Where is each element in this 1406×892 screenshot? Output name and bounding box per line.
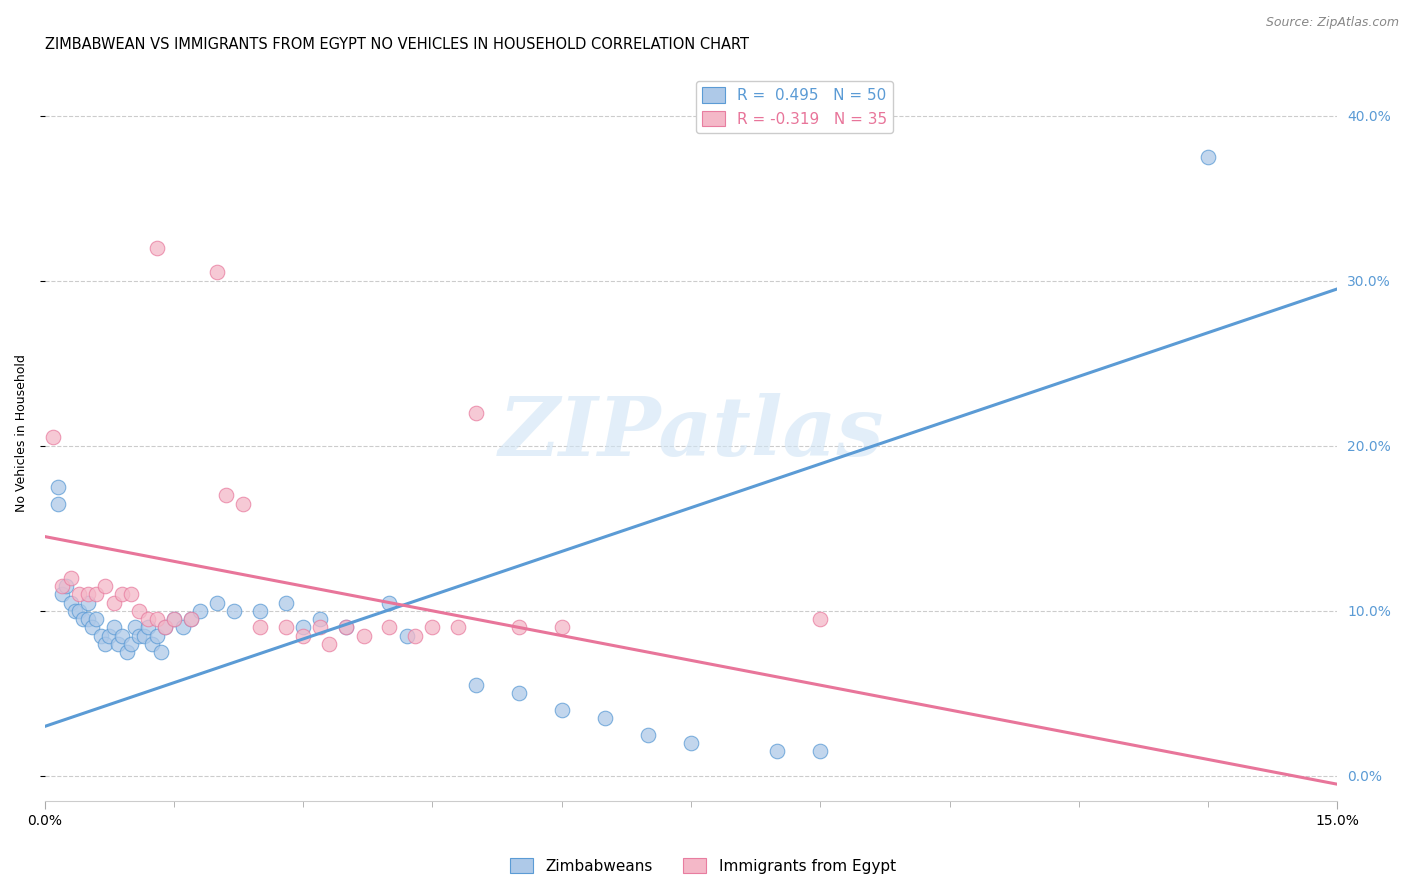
Point: [551, 703, 574, 717]
Point: [120, 587, 142, 601]
Point: [42, 430, 65, 444]
Point: [335, 620, 357, 634]
Point: [94, 637, 117, 651]
Point: [249, 620, 271, 634]
Point: [128, 604, 150, 618]
Point: [378, 596, 401, 610]
Point: [132, 629, 155, 643]
Point: [46, 496, 69, 510]
Point: [67, 587, 90, 601]
Point: [447, 620, 470, 634]
Point: [103, 596, 125, 610]
Point: [150, 645, 173, 659]
Legend: R =  0.495   N = 50, R = -0.319   N = 35: R = 0.495 N = 50, R = -0.319 N = 35: [696, 81, 893, 133]
Point: [679, 736, 702, 750]
Point: [72, 612, 94, 626]
Point: [155, 620, 177, 634]
Point: [120, 637, 142, 651]
Legend: Zimbabweans, Immigrants from Egypt: Zimbabweans, Immigrants from Egypt: [505, 852, 901, 880]
Point: [309, 620, 332, 634]
Point: [249, 604, 271, 618]
Point: [205, 265, 228, 279]
Point: [172, 620, 194, 634]
Point: [86, 587, 108, 601]
Point: [155, 620, 177, 634]
Point: [51, 587, 73, 601]
Point: [86, 612, 108, 626]
Point: [1197, 150, 1219, 164]
Point: [80, 620, 103, 634]
Point: [76, 596, 98, 610]
Point: [188, 604, 211, 618]
Y-axis label: No Vehicles in Household: No Vehicles in Household: [15, 354, 28, 512]
Point: [395, 629, 418, 643]
Point: [309, 612, 332, 626]
Point: [508, 686, 530, 700]
Point: [224, 604, 246, 618]
Point: [335, 620, 357, 634]
Point: [353, 629, 375, 643]
Point: [551, 620, 574, 634]
Point: [232, 496, 254, 510]
Point: [318, 637, 340, 651]
Point: [94, 579, 117, 593]
Point: [103, 620, 125, 634]
Point: [76, 612, 98, 626]
Point: [145, 241, 167, 255]
Point: [274, 596, 297, 610]
Point: [163, 612, 186, 626]
Point: [292, 620, 315, 634]
Point: [136, 612, 159, 626]
Text: ZIMBABWEAN VS IMMIGRANTS FROM EGYPT NO VEHICLES IN HOUSEHOLD CORRELATION CHART: ZIMBABWEAN VS IMMIGRANTS FROM EGYPT NO V…: [45, 37, 748, 53]
Point: [111, 587, 134, 601]
Point: [141, 637, 163, 651]
Point: [180, 612, 202, 626]
Point: [808, 744, 831, 758]
Point: [637, 728, 659, 742]
Point: [766, 744, 789, 758]
Point: [808, 612, 831, 626]
Point: [128, 629, 150, 643]
Point: [76, 587, 98, 601]
Point: [292, 629, 315, 643]
Point: [90, 629, 112, 643]
Point: [136, 620, 159, 634]
Point: [422, 620, 444, 634]
Point: [63, 604, 86, 618]
Point: [464, 678, 486, 692]
Point: [163, 612, 186, 626]
Point: [67, 604, 90, 618]
Point: [107, 637, 129, 651]
Text: ZIPatlas: ZIPatlas: [498, 393, 884, 474]
Point: [593, 711, 616, 725]
Point: [98, 629, 121, 643]
Point: [59, 596, 82, 610]
Point: [55, 579, 77, 593]
Point: [274, 620, 297, 634]
Text: Source: ZipAtlas.com: Source: ZipAtlas.com: [1265, 16, 1399, 29]
Point: [404, 629, 426, 643]
Point: [124, 620, 146, 634]
Point: [205, 596, 228, 610]
Point: [214, 488, 236, 502]
Point: [508, 620, 530, 634]
Point: [46, 480, 69, 494]
Point: [115, 645, 138, 659]
Point: [111, 629, 134, 643]
Point: [145, 612, 167, 626]
Point: [51, 579, 73, 593]
Point: [59, 571, 82, 585]
Point: [180, 612, 202, 626]
Point: [145, 629, 167, 643]
Point: [464, 406, 486, 420]
Point: [378, 620, 401, 634]
